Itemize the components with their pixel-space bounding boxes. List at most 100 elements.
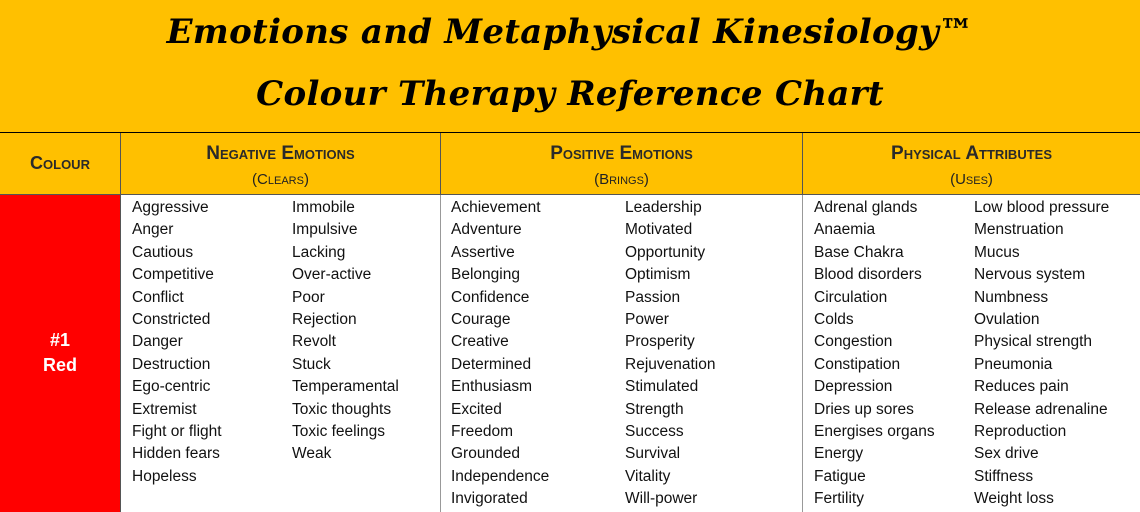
colour-name: Red (42, 355, 77, 375)
list-item: Weight loss (974, 490, 1054, 508)
list-item: Enthusiasm (451, 378, 532, 396)
list-item: Toxic feelings (292, 423, 386, 441)
list-item: Release adrenaline (974, 400, 1108, 418)
header-positive: Positive Emotions (Brings) (441, 133, 803, 195)
list-item: Freedom (451, 423, 514, 441)
physical-list-2: Low blood pressure Menstruation Mucus Nervo… (974, 197, 1109, 511)
list-item: Revolt (292, 333, 336, 351)
list-item: Temperamental (292, 378, 399, 396)
list-item: Weak (292, 445, 332, 463)
list-item: Achievement (451, 199, 541, 216)
list-item: Competitive (132, 266, 214, 284)
list-item: Congestion (814, 333, 893, 351)
list-item: Adrenal glands (814, 199, 918, 216)
list-item: Determined (451, 355, 532, 373)
list-item: Constricted (132, 311, 211, 329)
header-negative: Negative Emotions (Clears) (121, 133, 441, 195)
list-item: Belonging (451, 266, 520, 284)
list-item: Strength (625, 400, 684, 418)
list-item: Rejuvenation (625, 355, 716, 373)
negative-list-2: Immobile Impulsive Lacking Over-active Poor R… (292, 197, 399, 466)
list-item: Pneumonia (974, 355, 1053, 373)
list-item: Dries up sores (814, 400, 914, 418)
list-item: Impulsive (292, 221, 358, 239)
list-item: Aggressive (132, 199, 209, 216)
negative-list-1: Aggressive Anger Cautious Competitive Confli… (132, 197, 222, 488)
list-item: Low blood pressure (974, 199, 1110, 216)
list-item: Cautious (132, 243, 194, 261)
list-item: Leadership (625, 199, 702, 216)
list-item: Optimism (625, 266, 691, 284)
list-item: Passion (625, 288, 681, 306)
list-item: Assertive (451, 243, 515, 261)
list-item: Danger (132, 333, 183, 351)
header-colour-label: Colour (30, 153, 90, 173)
list-item: Ovulation (974, 311, 1040, 329)
chart-title: Emotions and Metaphysical Kinesiology™ C… (0, 0, 1140, 133)
header-positive-sub: (Brings) (594, 171, 649, 188)
list-item: Base Chakra (814, 243, 904, 261)
header-negative-sub: (Clears) (252, 171, 309, 188)
list-item: Hidden fears (132, 445, 220, 463)
positive-list-1: Achievement Adventure Assertive Belonging Co… (451, 197, 549, 511)
negative-emotions-cell: Aggressive Anger Cautious Competitive Confli… (121, 195, 441, 512)
list-item: Colds (814, 311, 854, 329)
list-item: Excited (451, 400, 502, 418)
list-item: Grounded (451, 445, 520, 463)
list-item: Circulation (814, 288, 888, 306)
header-negative-title: Negative Emotions (206, 143, 355, 164)
title-line-1: Emotions and Metaphysical Kinesiology™ (166, 12, 974, 52)
list-item: Conflict (132, 288, 184, 306)
list-item: Mucus (974, 243, 1020, 261)
header-physical-sub: (Uses) (950, 171, 993, 188)
list-item: Opportunity (625, 243, 706, 261)
list-item: Fight or flight (132, 423, 222, 441)
list-item: Nervous system (974, 266, 1086, 284)
list-item: Extremist (132, 400, 197, 418)
list-item: Independence (451, 467, 550, 485)
list-item: Power (625, 311, 669, 329)
header-colour: Colour (0, 133, 121, 195)
list-item: Success (625, 423, 684, 441)
list-item: Sex drive (974, 445, 1039, 463)
list-item: Anaemia (814, 221, 876, 239)
list-item: Constipation (814, 355, 901, 373)
list-item: Energy (814, 445, 864, 463)
list-item: Courage (451, 311, 511, 329)
list-item: Stuck (292, 355, 331, 373)
list-item: Fatigue (814, 467, 866, 485)
list-item: Depression (814, 378, 893, 396)
list-item: Numbness (974, 288, 1049, 306)
header-physical-title: Physical Attributes (891, 143, 1052, 164)
list-item: Poor (292, 288, 325, 306)
list-item: Prosperity (625, 333, 695, 351)
list-item: Destruction (132, 355, 211, 373)
list-item: Hopeless (132, 467, 197, 485)
list-item: Rejection (292, 311, 357, 329)
list-item: Menstruation (974, 221, 1064, 239)
list-item: Toxic thoughts (292, 400, 392, 418)
list-item: Reproduction (974, 423, 1067, 441)
list-item: Reduces pain (974, 378, 1069, 396)
list-item: Blood disorders (814, 266, 922, 284)
list-item: Stiffness (974, 467, 1034, 485)
colour-swatch-red: #1 Red (0, 195, 121, 512)
physical-list-1: Adrenal glands Anaemia Base Chakra Blood di… (814, 197, 935, 511)
header-positive-title: Positive Emotions (550, 143, 693, 164)
list-item: Anger (132, 221, 174, 239)
list-item: Ego-centric (132, 378, 211, 396)
list-item: Energises organs (814, 423, 935, 441)
list-item: Immobile (292, 199, 355, 216)
list-item: Lacking (292, 243, 346, 261)
title-line-2: Colour Therapy Reference Chart (256, 74, 884, 114)
header-physical: Physical Attributes (Uses) (803, 133, 1140, 195)
list-item: Motivated (625, 221, 693, 239)
positive-emotions-cell: Achievement Adventure Assertive Belonging Co… (441, 195, 803, 512)
list-item: Survival (625, 445, 681, 463)
list-item: Adventure (451, 221, 522, 239)
list-item: Physical strength (974, 333, 1093, 351)
list-item: Confidence (451, 288, 530, 306)
colour-number: #1 (49, 330, 71, 350)
list-item: Stimulated (625, 378, 699, 396)
